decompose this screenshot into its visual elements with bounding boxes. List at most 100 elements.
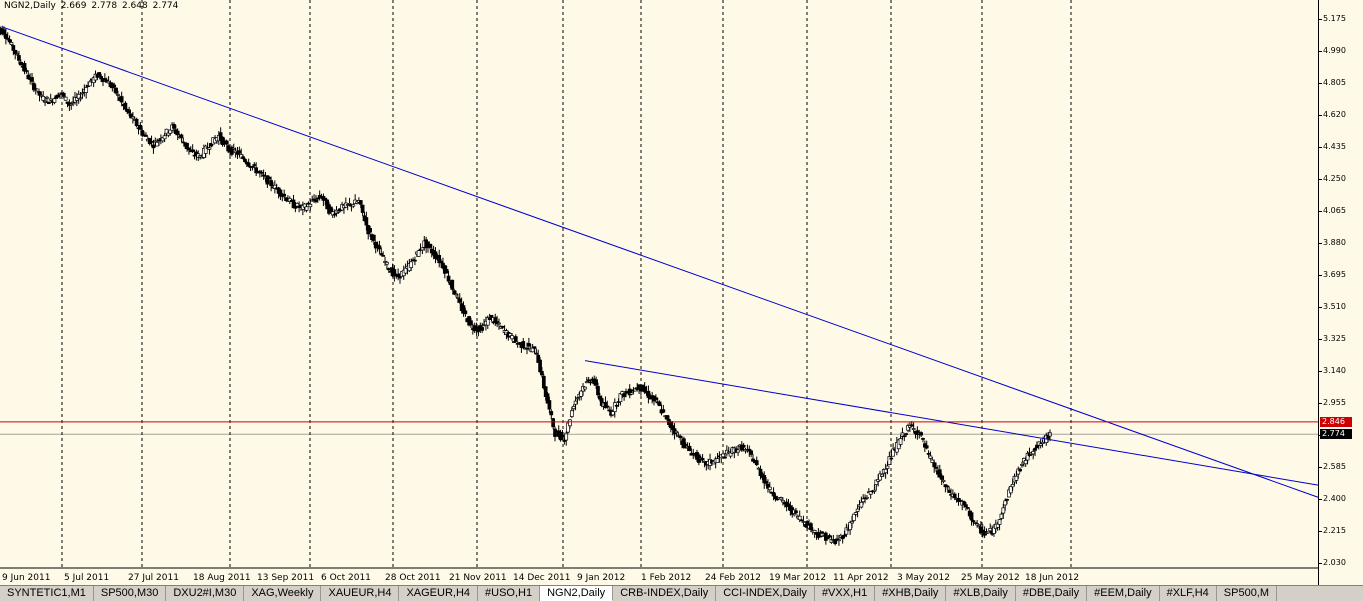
- candle-body: [964, 504, 968, 507]
- candle-body: [1040, 441, 1045, 444]
- candle-body: [513, 336, 518, 342]
- candle-body: [588, 381, 593, 384]
- candle-body: [921, 438, 925, 440]
- candle-body: [218, 132, 223, 141]
- candle-body: [250, 166, 255, 168]
- candle-body: [364, 217, 369, 226]
- chart-tab[interactable]: #USO,H1: [478, 586, 541, 601]
- candle-body: [485, 317, 490, 326]
- candle-body: [614, 404, 619, 407]
- candle-body: [230, 146, 234, 155]
- candle-body: [865, 496, 869, 499]
- candle-body: [103, 78, 107, 80]
- candle-body: [78, 97, 83, 100]
- chart-tab[interactable]: SP500,M: [1217, 586, 1278, 601]
- bid-price-tag: 2.846: [1320, 416, 1352, 427]
- candle-body: [491, 321, 496, 324]
- y-tick-label: 3.880: [1323, 238, 1346, 247]
- chart-tab[interactable]: #XLF,H4: [1160, 586, 1217, 601]
- x-tick-label: 18 Aug 2011: [193, 573, 251, 583]
- price-chart[interactable]: 9 Jun 2011 5 Jul 2011 27 Jul 2011 18 Aug 20…: [0, 0, 1363, 585]
- candle-body: [891, 448, 895, 457]
- chart-tab[interactable]: #EEM,Daily: [1087, 586, 1160, 601]
- y-tick-mark: [1319, 371, 1322, 372]
- candle-body: [5, 37, 10, 40]
- candle-body: [487, 317, 492, 320]
- candle-body: [368, 227, 372, 233]
- candle-body: [261, 174, 266, 177]
- candle-body: [267, 177, 272, 180]
- y-tick-label: 2.585: [1323, 462, 1346, 471]
- chart-tab[interactable]: SP500,M30: [94, 586, 167, 601]
- y-tick-mark: [1319, 147, 1322, 148]
- y-tick-mark: [1319, 243, 1322, 244]
- candle-body: [569, 410, 574, 417]
- candle-body: [553, 428, 557, 437]
- candle-body: [149, 141, 154, 143]
- candle-body: [605, 405, 610, 408]
- candle-body: [237, 150, 242, 154]
- candle-body: [510, 335, 514, 340]
- candle-body: [736, 449, 740, 453]
- y-tick-mark: [1319, 403, 1322, 404]
- candle-body: [134, 118, 139, 127]
- candle-body: [101, 78, 105, 82]
- chart-tab[interactable]: XAUEUR,H4: [321, 586, 400, 601]
- candle-body: [859, 501, 864, 508]
- candle-body: [786, 503, 791, 506]
- candle-body: [571, 406, 576, 410]
- low-value: 2.648: [121, 1, 148, 11]
- candle-body: [119, 96, 124, 103]
- price-scale[interactable]: 5.175 4.990 4.805 4.620 4.435 4.250 4.065 3.880…: [1318, 0, 1363, 585]
- candle-body: [295, 203, 300, 207]
- candle-body: [852, 513, 856, 521]
- candle-body: [833, 539, 838, 545]
- candle-body: [61, 93, 66, 97]
- chart-tab[interactable]: SYNTETIC1,M1: [0, 586, 94, 601]
- candle-body: [381, 255, 386, 257]
- x-tick-label: 18 Jun 2012: [1025, 573, 1079, 583]
- candle-body: [45, 96, 49, 99]
- candle-body: [618, 393, 623, 403]
- y-tick-label: 4.620: [1323, 110, 1346, 119]
- candle-body: [46, 101, 51, 105]
- candle-body: [599, 398, 604, 406]
- candle-body: [594, 379, 598, 386]
- y-tick-mark: [1319, 499, 1322, 500]
- candle-body: [532, 346, 537, 349]
- candle-body: [848, 522, 852, 531]
- candle-body: [35, 88, 40, 92]
- candle-body: [1010, 484, 1015, 488]
- candle-body: [872, 489, 877, 492]
- candle-body: [48, 98, 53, 101]
- chart-tab[interactable]: #XHB,Daily: [875, 586, 947, 601]
- candle-body: [123, 102, 128, 110]
- candle-body: [413, 259, 417, 262]
- y-tick-label: 4.990: [1323, 46, 1346, 55]
- candle-body: [541, 375, 546, 389]
- candle-body: [700, 458, 705, 461]
- chart-tab[interactable]: CRB-INDEX,Daily: [613, 586, 717, 601]
- candle-body: [463, 310, 468, 315]
- candle-body: [131, 116, 135, 119]
- candle-body: [560, 434, 565, 438]
- chart-tab[interactable]: DXU2#I,M30: [166, 586, 245, 601]
- candle-body: [728, 452, 733, 457]
- x-tick-label: 19 Mar 2012: [769, 573, 826, 583]
- candle-body: [661, 409, 666, 413]
- chart-tab[interactable]: NGN2,Daily: [540, 586, 614, 601]
- chart-tab[interactable]: #DBE,Daily: [1016, 586, 1088, 601]
- candle-body: [629, 392, 634, 395]
- chart-tab[interactable]: XAGEUR,H4: [399, 586, 479, 601]
- candle-body: [934, 467, 938, 469]
- candle-body: [329, 206, 333, 213]
- candle-body: [883, 468, 888, 474]
- chart-tab[interactable]: CCI-INDEX,Daily: [716, 586, 815, 601]
- candle-body: [500, 326, 505, 328]
- chart-tab[interactable]: #XLB,Daily: [946, 586, 1016, 601]
- chart-tab[interactable]: XAG,Weekly: [244, 586, 322, 601]
- candle-body: [457, 298, 462, 303]
- chart-area[interactable]: 9 Jun 2011 5 Jul 2011 27 Jul 2011 18 Aug 20…: [0, 0, 1319, 585]
- chart-tab[interactable]: #VXX,H1: [815, 586, 876, 601]
- y-tick-label: 2.215: [1323, 526, 1346, 535]
